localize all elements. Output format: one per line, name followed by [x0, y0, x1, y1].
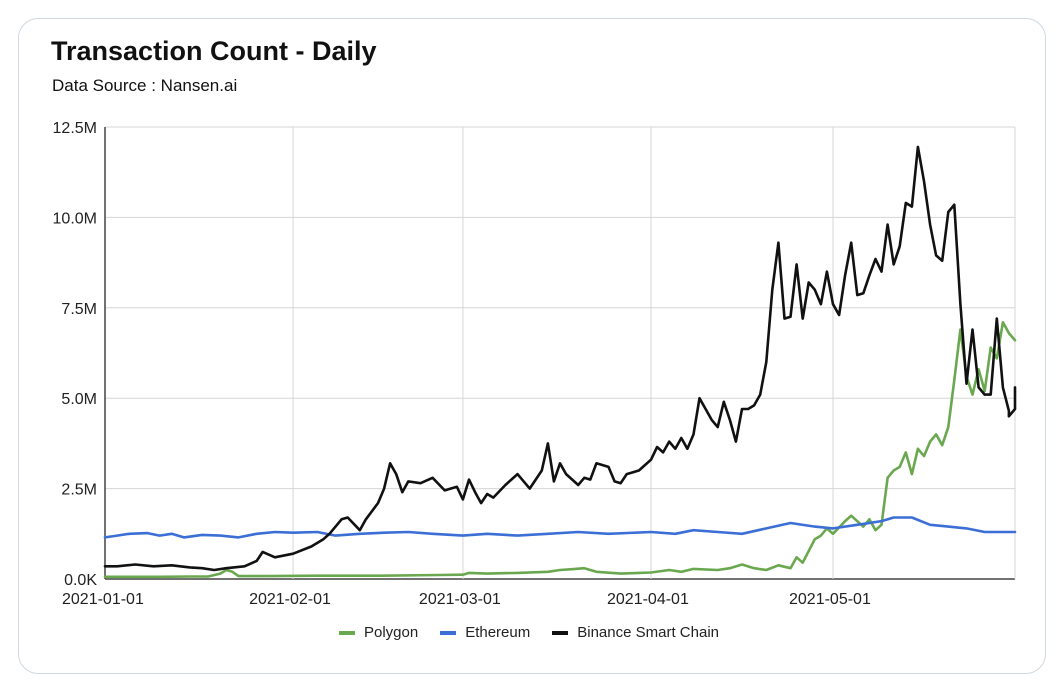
y-tick-label: 7.5M: [61, 301, 97, 318]
x-tick-label: 2021-02-01: [249, 591, 331, 608]
legend-item: Binance Smart Chain: [552, 624, 719, 641]
chart-title: Transaction Count - Daily: [51, 36, 377, 66]
chart-subtitle: Data Source : Nansen.ai: [52, 76, 238, 95]
x-tick-label: 2021-05-01: [789, 591, 871, 608]
series-line-binance-smart-chain: [103, 145, 1017, 572]
legend-swatch: [440, 630, 457, 635]
legend-label: Ethereum: [465, 624, 531, 641]
y-tick-label: 0.0K: [64, 572, 97, 589]
legend-label: Polygon: [363, 624, 419, 641]
x-tick-label: 2021-01-01: [62, 591, 144, 608]
x-tick-label: 2021-04-01: [607, 591, 689, 608]
x-tick-label: 2021-03-01: [419, 591, 501, 608]
chart-legend: Polygon Ethereum Binance Smart Chain: [0, 624, 1058, 641]
y-tick-label: 2.5M: [61, 482, 97, 499]
y-tick-label: 10.0M: [53, 210, 97, 227]
series-line-ethereum: [103, 516, 1017, 539]
legend-item: Ethereum: [440, 624, 530, 641]
y-tick-label: 5.0M: [61, 391, 97, 408]
legend-swatch: [338, 630, 355, 635]
legend-swatch: [552, 630, 569, 635]
legend-label: Binance Smart Chain: [577, 624, 719, 641]
legend-item: Polygon: [338, 624, 419, 641]
series-line-polygon: [103, 320, 1017, 579]
y-tick-label: 12.5M: [53, 120, 97, 137]
